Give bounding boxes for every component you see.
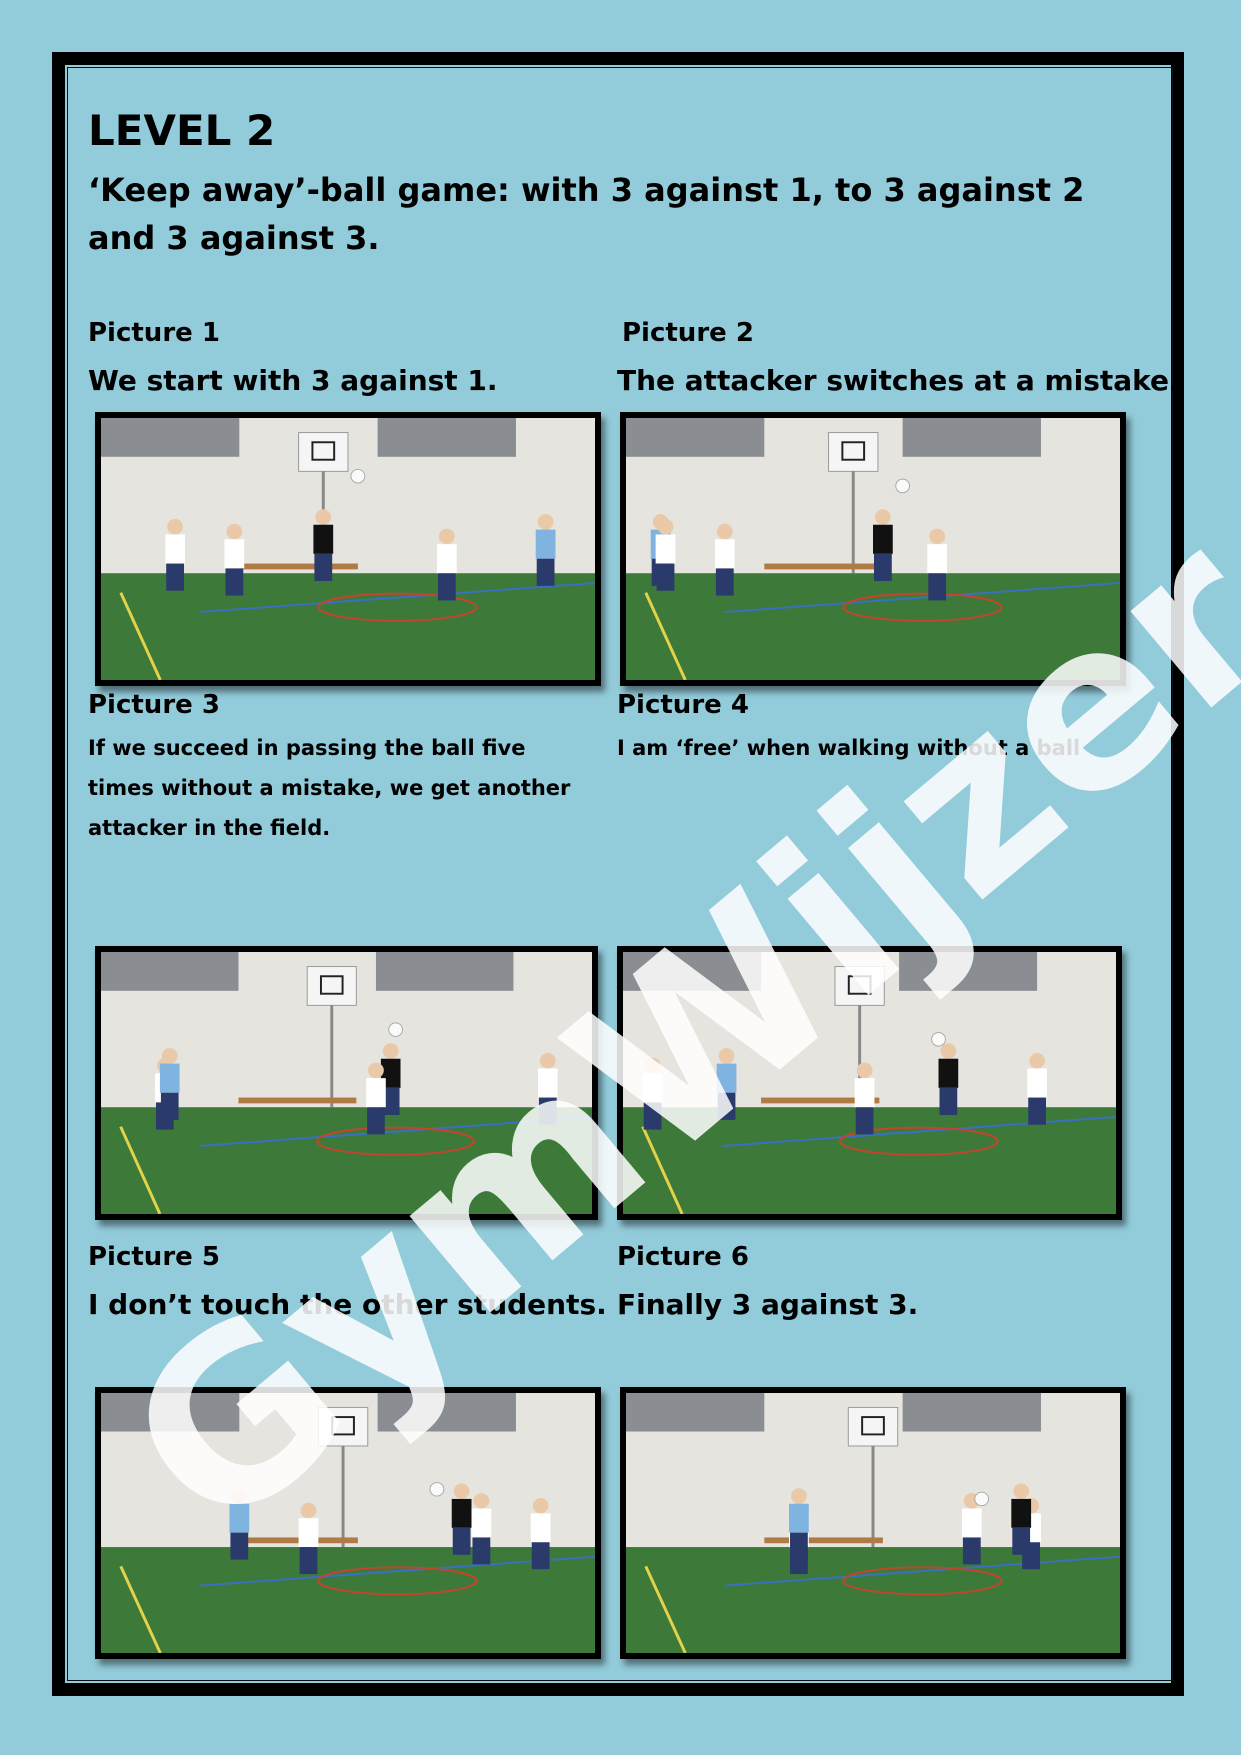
page-frame-inner	[67, 67, 1173, 1681]
picture-2-label: Picture 2	[622, 318, 754, 348]
picture-6-label: Picture 6	[617, 1242, 749, 1272]
picture-5-photo	[95, 1387, 601, 1659]
picture-2-description: The attacker switches at a mistake.	[617, 364, 1180, 397]
level-title: LEVEL 2	[88, 106, 276, 155]
picture-3-description: If we succeed in passing the ball five t…	[88, 736, 571, 840]
page-frame	[52, 52, 1184, 1696]
picture-3-photo	[95, 946, 598, 1220]
picture-3-label: Picture 3	[88, 690, 220, 720]
picture-4-label: Picture 4	[617, 690, 749, 720]
picture-4-photo	[617, 946, 1122, 1220]
picture-1-description: We start with 3 against 1.	[88, 364, 498, 397]
picture-6-description: Finally 3 against 3.	[617, 1288, 919, 1321]
picture-1-photo	[95, 412, 601, 686]
picture-4-description: I am ‘free’ when walking without a ball	[617, 736, 1081, 760]
game-subtitle: ‘Keep away’-ball game: with 3 against 1,…	[88, 171, 1085, 257]
picture-1-label: Picture 1	[88, 318, 220, 348]
picture-5-description: I don’t touch the other students.	[88, 1288, 607, 1321]
picture-5-label: Picture 5	[88, 1242, 220, 1272]
picture-6-photo	[620, 1387, 1126, 1659]
picture-2-photo	[620, 412, 1126, 686]
